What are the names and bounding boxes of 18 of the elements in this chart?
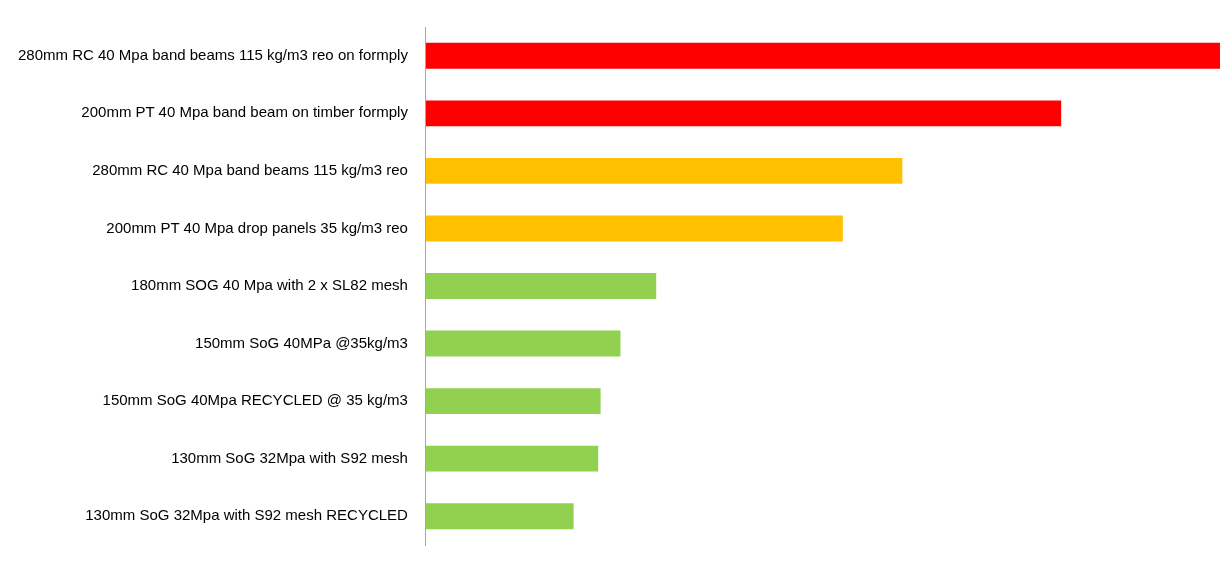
y-tick-label: 130mm SoG 32Mpa with S92 mesh RECYCLED [85, 506, 409, 524]
bar [425, 503, 574, 530]
bar [425, 388, 601, 415]
bar [425, 100, 1062, 127]
y-tick-label: 150mm SoG 40Mpa RECYCLED @ 35 kg/m3 [102, 391, 408, 409]
y-tick-label: 180mm SOG 40 Mpa with 2 x SL82 mesh [131, 276, 408, 294]
bar [425, 445, 599, 472]
y-tick-label: 280mm RC 40 Mpa band beams 115 kg/m3 reo on formply [17, 45, 409, 63]
y-tick-label: 280mm RC 40 Mpa band beams 115 kg/m3 reo [92, 161, 408, 179]
bar [425, 157, 903, 184]
bar [425, 273, 657, 299]
bar [425, 42, 1220, 69]
bar [425, 330, 621, 357]
y-tick-label: 200mm PT 40 Mpa drop panels 35 kg/m3 reo [106, 218, 408, 236]
y-tick-label: 150mm SoG 40MPa @35kg/m3 [195, 333, 408, 351]
y-tick-label: 130mm SoG 32Mpa with S92 mesh [171, 448, 408, 466]
y-tick-label: 200mm PT 40 Mpa band beam on timber formply [81, 103, 409, 121]
bar [425, 215, 843, 242]
